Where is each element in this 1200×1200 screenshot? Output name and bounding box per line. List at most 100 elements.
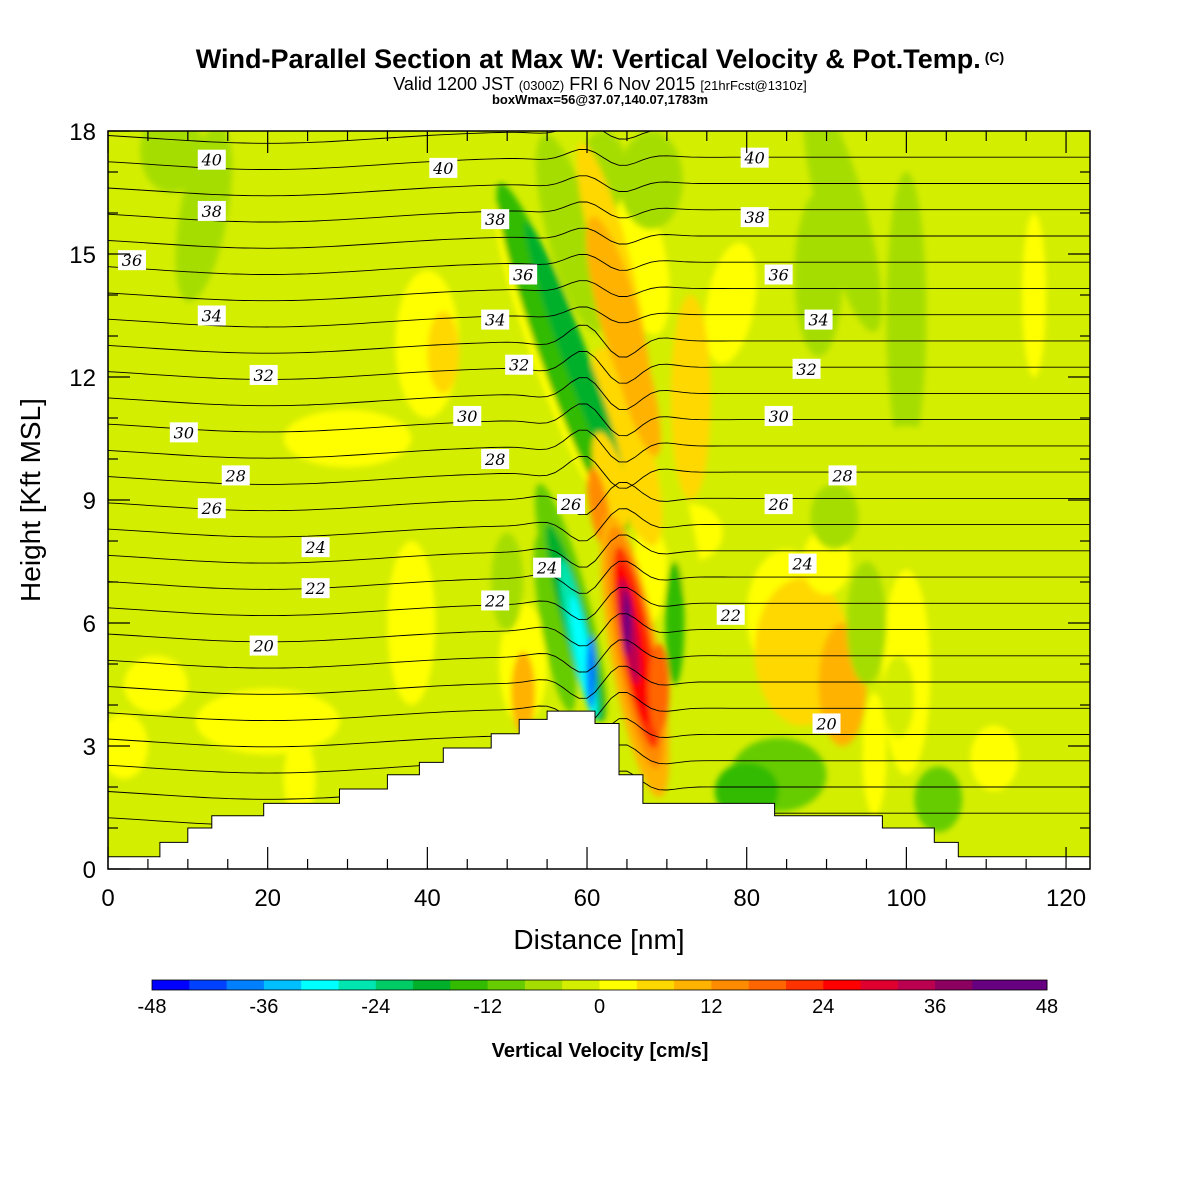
- colorbar-swatch: [338, 980, 377, 990]
- field-blob: [283, 409, 412, 468]
- colorbar-swatch: [748, 980, 787, 990]
- contour-label-bg: [453, 405, 482, 426]
- colorbar-swatch: [599, 980, 638, 990]
- colorbar-swatch: [226, 980, 265, 990]
- field-core: [608, 297, 662, 457]
- contour-label-bg: [792, 358, 821, 379]
- field-blob: [427, 311, 460, 394]
- field-blob: [618, 131, 683, 230]
- box-info: boxWmax=56@37.07,140.07,1783m: [491, 92, 709, 107]
- x-tick-label: 60: [574, 885, 601, 912]
- contour-label: 28: [831, 466, 852, 485]
- field-blob: [704, 242, 757, 364]
- chart-subtitle: Valid 1200 JST (0300Z) FRI 6 Nov 2015 [2…: [0, 74, 1200, 95]
- isentrope-line: [108, 201, 1090, 223]
- colorbar-tick-label: 0: [594, 996, 605, 1018]
- valid-z: (0300Z): [518, 78, 565, 93]
- contour-label: 40: [201, 151, 222, 170]
- isentrope-line: [108, 254, 1090, 275]
- contour-label-bg: [812, 713, 841, 734]
- y-tick-labels: 0 3 6 9 12 15 18: [69, 119, 96, 884]
- isentrope-line: [108, 71, 1090, 91]
- field-blob: [862, 692, 887, 816]
- contour-label: 38: [745, 208, 765, 227]
- field-blob: [511, 651, 536, 734]
- field-blob: [846, 561, 887, 685]
- contour-label: 34: [202, 307, 222, 326]
- x-tick-labels: 0 20 40 60 80 100 120: [101, 885, 1086, 912]
- colorbar-swatch: [375, 980, 414, 990]
- field-core: [648, 643, 670, 734]
- contour-label: 28: [484, 450, 505, 469]
- terrain-mask: [107, 710, 1091, 870]
- isentrope-line: [108, 691, 1090, 725]
- colorbar-swatch: [897, 980, 936, 990]
- contour-label: 38: [485, 210, 505, 229]
- contour-label-bg: [533, 557, 562, 578]
- contour-label: 32: [254, 366, 274, 385]
- isentrope-line: [108, 175, 1090, 197]
- field-core: [586, 635, 596, 710]
- field-blob: [794, 192, 843, 357]
- x-tick-label: 80: [733, 885, 760, 912]
- contour-label-bg: [481, 209, 510, 230]
- field-blob: [810, 483, 859, 550]
- isentrope-line: [108, 280, 1090, 302]
- field-blob: [123, 655, 188, 714]
- field-blob: [211, 487, 292, 513]
- isentrope-line: [108, 45, 1090, 65]
- contour-label: 26: [767, 495, 788, 514]
- isentrope-line: [108, 377, 1090, 410]
- contour-label-bg: [804, 309, 833, 330]
- contour-label-bg: [481, 590, 510, 611]
- field-blob: [139, 131, 204, 193]
- colorbar-frame: [151, 979, 1048, 991]
- valid-time: Valid 1200 JST: [393, 74, 514, 94]
- contour-label-bg: [481, 309, 510, 330]
- x-tick-label: 20: [254, 885, 281, 912]
- isentrope-line: [108, 97, 1090, 117]
- colorbar-swatch: [711, 980, 750, 990]
- contour-label-bg: [740, 147, 769, 168]
- colorbar-swatch: [562, 980, 600, 990]
- contour-label-bg: [249, 364, 278, 385]
- y-tick-label: 6: [83, 611, 96, 638]
- contour-label: 36: [768, 266, 788, 285]
- colorbar-swatch: [189, 980, 228, 990]
- colorbar: [151, 979, 1048, 991]
- x-axis-title: Distance [nm]: [513, 924, 684, 955]
- colorbar-swatch: [1009, 980, 1048, 990]
- colorbar-tick-labels: -48 -36 -24 -12 0 12 24 36 48: [138, 996, 1059, 1018]
- colorbar-tick-label: -36: [249, 996, 278, 1018]
- contour-label-bg: [481, 449, 510, 469]
- field-core: [524, 221, 626, 492]
- colorbar-tick-label: 36: [924, 996, 946, 1018]
- contour-label: 34: [808, 311, 828, 330]
- colorbar-swatch: [487, 980, 526, 990]
- contour-label: 28: [225, 466, 246, 485]
- colorbar-swatch: [823, 980, 862, 990]
- isentrope-line: [108, 306, 1090, 328]
- forecast-time: [21hrFcst@1310z]: [700, 78, 807, 93]
- contour-label-bg: [301, 578, 330, 599]
- contour-label-bg: [117, 250, 146, 271]
- contour-label: 24: [536, 559, 557, 578]
- isentrope-line: [108, 455, 1090, 489]
- chart-title: Wind-Parallel Section at Max W: Vertical…: [195, 44, 1005, 74]
- contour-label: 36: [122, 251, 142, 270]
- contour-label: 22: [720, 606, 741, 625]
- y-tick-label: 12: [69, 365, 96, 392]
- colorbar-title: Vertical Velocity [cm/s]: [492, 1040, 709, 1062]
- copyright-mark: (C): [984, 49, 1005, 65]
- contour-label: 40: [432, 159, 453, 178]
- colorbar-tick-label: 12: [700, 996, 722, 1018]
- contour-label: 40: [744, 149, 765, 168]
- colorbar-tick-label: -24: [361, 996, 390, 1018]
- colorbar-swatch: [636, 980, 675, 990]
- isentrope-line: [108, 586, 1090, 621]
- contour-label-bg: [716, 604, 745, 625]
- colorbar-swatch: [263, 980, 302, 990]
- contour-label: 34: [485, 311, 505, 330]
- field-blob: [387, 541, 436, 705]
- field-blob: [886, 172, 927, 459]
